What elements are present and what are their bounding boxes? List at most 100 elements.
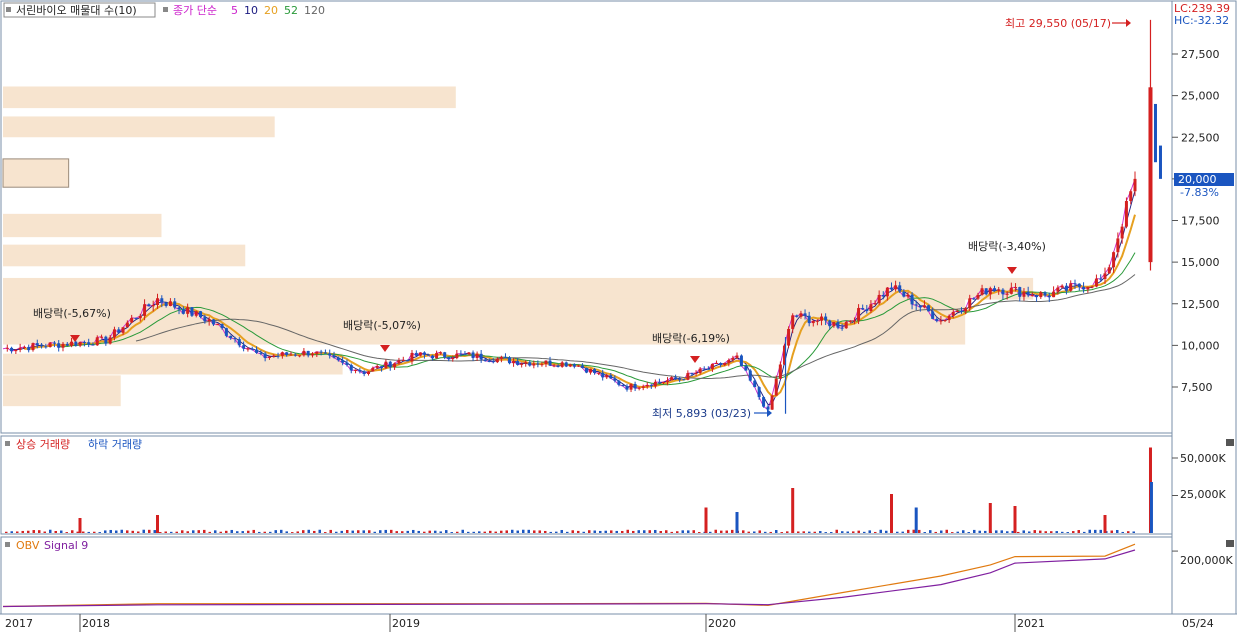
candle-body [1022, 291, 1026, 297]
candle-body [625, 386, 629, 390]
candle-body [306, 350, 310, 356]
volume-square-icon [5, 441, 10, 446]
candle-body [503, 356, 507, 358]
volume-bar [824, 532, 827, 533]
candle-body [589, 369, 593, 373]
volume-bar [577, 530, 580, 533]
volume-bar [307, 529, 310, 533]
volume-bar [929, 530, 932, 533]
volume-bar [115, 530, 118, 533]
volume-profile-band [3, 277, 1034, 300]
volume-bar [65, 532, 68, 533]
candle-body [117, 329, 121, 333]
volume-bar [956, 531, 959, 533]
candle-body [613, 378, 617, 381]
candle-body [1116, 238, 1120, 253]
candle-body [1124, 201, 1128, 227]
candle-body [605, 375, 609, 378]
candle-body [706, 368, 710, 370]
candle-body [199, 311, 203, 318]
candle-body [371, 367, 375, 372]
candle-body [31, 343, 35, 351]
volume-bar [412, 529, 415, 533]
volume-bar [236, 531, 239, 533]
candle-body [27, 346, 31, 351]
volume-bar [406, 530, 409, 533]
volume-bar [819, 531, 822, 533]
ma-legend-20: 20 [264, 4, 278, 17]
candle-body [770, 395, 774, 410]
candle-body [508, 357, 512, 364]
volume-bar [643, 530, 646, 533]
hc-label: HC:-32.32 [1174, 14, 1229, 27]
current-candle-body [1158, 145, 1162, 179]
volume-bar [687, 530, 690, 533]
volume-bar [439, 531, 442, 533]
volume-bar [1017, 531, 1020, 533]
volume-bar [258, 531, 261, 533]
candle-body [1077, 283, 1081, 287]
volume-bar [82, 531, 85, 533]
dividend-arrow-4-icon [1007, 267, 1017, 274]
candle-body [1073, 283, 1077, 285]
volume-bar [21, 530, 24, 533]
candle-body [345, 362, 349, 365]
volume-bar [153, 530, 156, 533]
high-candle-body [1148, 87, 1153, 263]
candle-body [1090, 286, 1094, 288]
volume-bar [274, 530, 277, 533]
candle-body [367, 371, 371, 375]
candle-body [811, 320, 815, 324]
title-box[interactable] [3, 2, 156, 18]
candle-body [762, 397, 766, 407]
volume-legend-down: 하락 거래량 [88, 437, 142, 451]
candle-body [1035, 295, 1039, 298]
volume-bar [714, 529, 717, 533]
obv-panel-close-icon[interactable] [1226, 540, 1234, 547]
volume-bar [390, 529, 393, 533]
candle-body [435, 353, 439, 359]
low-annotation: 최저 5,893 (03/23) [652, 407, 751, 420]
volume-bar [76, 531, 79, 533]
dividend-note-4: 배당락(-3,40%) [968, 240, 1046, 253]
volume-bar [901, 531, 904, 533]
candle-body [512, 361, 516, 364]
candle-body [40, 345, 44, 347]
volume-panel-close-icon[interactable] [1226, 439, 1234, 446]
volume-bar [797, 531, 800, 533]
candle-body [774, 378, 778, 396]
volume-bar [142, 529, 145, 533]
volume-bar [434, 530, 437, 533]
candle-body [451, 358, 455, 360]
candle-body [250, 348, 254, 350]
volume-bar [1000, 530, 1003, 533]
candle-body [828, 320, 832, 327]
candle-body [112, 329, 116, 338]
candle-body [104, 336, 108, 344]
candle-body [426, 354, 430, 356]
candle-body [552, 365, 556, 367]
volume-bar [472, 531, 475, 533]
ma-legend-120: 120 [304, 4, 325, 17]
volume-bar [995, 530, 998, 533]
volume-bar [835, 529, 838, 533]
candle-body [857, 308, 861, 321]
candle-body [593, 369, 597, 373]
volume-bar [368, 530, 371, 533]
volume-bar [1033, 530, 1036, 533]
volume-bar [907, 529, 910, 533]
candle-body [190, 307, 194, 316]
price-tick-label: 17,500 [1181, 215, 1220, 228]
candle-body [799, 313, 803, 317]
candle-body [947, 315, 951, 321]
volume-bars [5, 447, 1153, 533]
candle-body [1099, 278, 1103, 280]
ma-legend-label[interactable]: 종가 단순 [173, 4, 217, 17]
volume-bar [461, 529, 464, 533]
candle-body [52, 342, 56, 344]
candle-body [418, 352, 422, 356]
volume-tick-25000: 25,000K [1180, 488, 1226, 501]
date-tick-label: 2020 [708, 617, 736, 630]
candle-body [753, 380, 757, 388]
